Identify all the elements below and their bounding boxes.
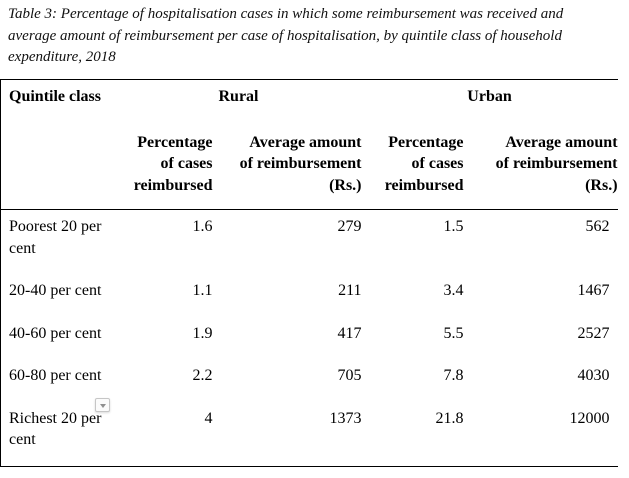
urban-avg-cell: 562 xyxy=(585,218,610,235)
table-row: 60-80 per cent 2.2 705 7.8 4030 xyxy=(1,359,618,402)
table-row: Richest 20 per cent 4 1373 21.8 12000 xyxy=(1,402,618,467)
rural-pct-cell: 4 xyxy=(204,409,213,427)
column-header-quintile-class: Quintile class xyxy=(9,88,102,105)
rural-pct-cell: 2.2 xyxy=(192,367,213,384)
empty-header-cell xyxy=(0,107,116,210)
rural-pct-cell: 1.6 xyxy=(192,218,213,235)
rural-avg-cell: 1373 xyxy=(329,409,362,427)
table-caption: Table 3: Percentage of hospitalisation c… xyxy=(8,6,564,65)
urban-avg-cell: 12000 xyxy=(569,409,610,427)
column-header-urban-average: Average amount of reimbursement (Rs.) xyxy=(463,107,618,210)
urban-pct-cell: 3.4 xyxy=(443,282,464,299)
chevron-down-icon xyxy=(99,403,106,408)
rural-avg-cell: 705 xyxy=(337,367,362,384)
column-header-urban-percentage: Percentage of cases reimbursed xyxy=(361,107,464,210)
column-header-urban-average-label: Average amount of reimbursement (Rs.) xyxy=(495,133,618,194)
table-row: 20-40 per cent 1.1 211 3.4 1467 xyxy=(1,274,618,317)
urban-pct-cell: 1.5 xyxy=(443,218,464,235)
group-header-row: Quintile class Rural Urban xyxy=(1,80,618,108)
rural-pct-cell: 1.1 xyxy=(192,282,213,299)
table-row: Poorest 20 per cent 1.6 279 1.5 562 xyxy=(1,210,618,275)
column-group-rural: Rural xyxy=(218,88,259,105)
reimbursement-table: Quintile class Rural Urban Percentage of… xyxy=(0,79,618,467)
rural-avg-cell: 417 xyxy=(337,324,362,342)
column-header-urban-percentage-label: Percentage of cases reimbursed xyxy=(384,133,464,194)
urban-pct-cell: 7.8 xyxy=(443,367,464,384)
table-row: 40-60 per cent 1.9 417 5.5 2527 xyxy=(1,317,618,360)
sub-header-row: Percentage of cases reimbursed Average a… xyxy=(0,107,618,210)
row-label: 20-40 per cent xyxy=(9,282,102,299)
column-header-rural-percentage-label: Percentage of cases reimbursed xyxy=(133,133,213,194)
rural-avg-cell: 211 xyxy=(338,282,362,299)
rural-avg-cell: 279 xyxy=(337,218,362,235)
row-label: Richest 20 per cent xyxy=(9,409,102,449)
urban-pct-cell: 5.5 xyxy=(443,324,464,342)
urban-avg-cell: 1467 xyxy=(577,282,610,299)
row-label: 40-60 per cent xyxy=(9,324,102,342)
column-group-urban: Urban xyxy=(467,88,512,105)
urban-avg-cell: 2527 xyxy=(577,324,610,342)
row-label: Poorest 20 per cent xyxy=(9,218,102,257)
urban-pct-cell: 21.8 xyxy=(435,409,464,427)
table-dropdown-button[interactable] xyxy=(95,398,110,412)
rural-pct-cell: 1.9 xyxy=(192,324,213,342)
column-header-rural-percentage: Percentage of cases reimbursed xyxy=(115,107,213,210)
column-header-rural-average: Average amount of reimbursement (Rs.) xyxy=(212,107,362,210)
row-label: 60-80 per cent xyxy=(9,367,102,384)
column-header-rural-average-label: Average amount of reimbursement (Rs.) xyxy=(239,133,362,194)
urban-avg-cell: 4030 xyxy=(577,367,610,384)
